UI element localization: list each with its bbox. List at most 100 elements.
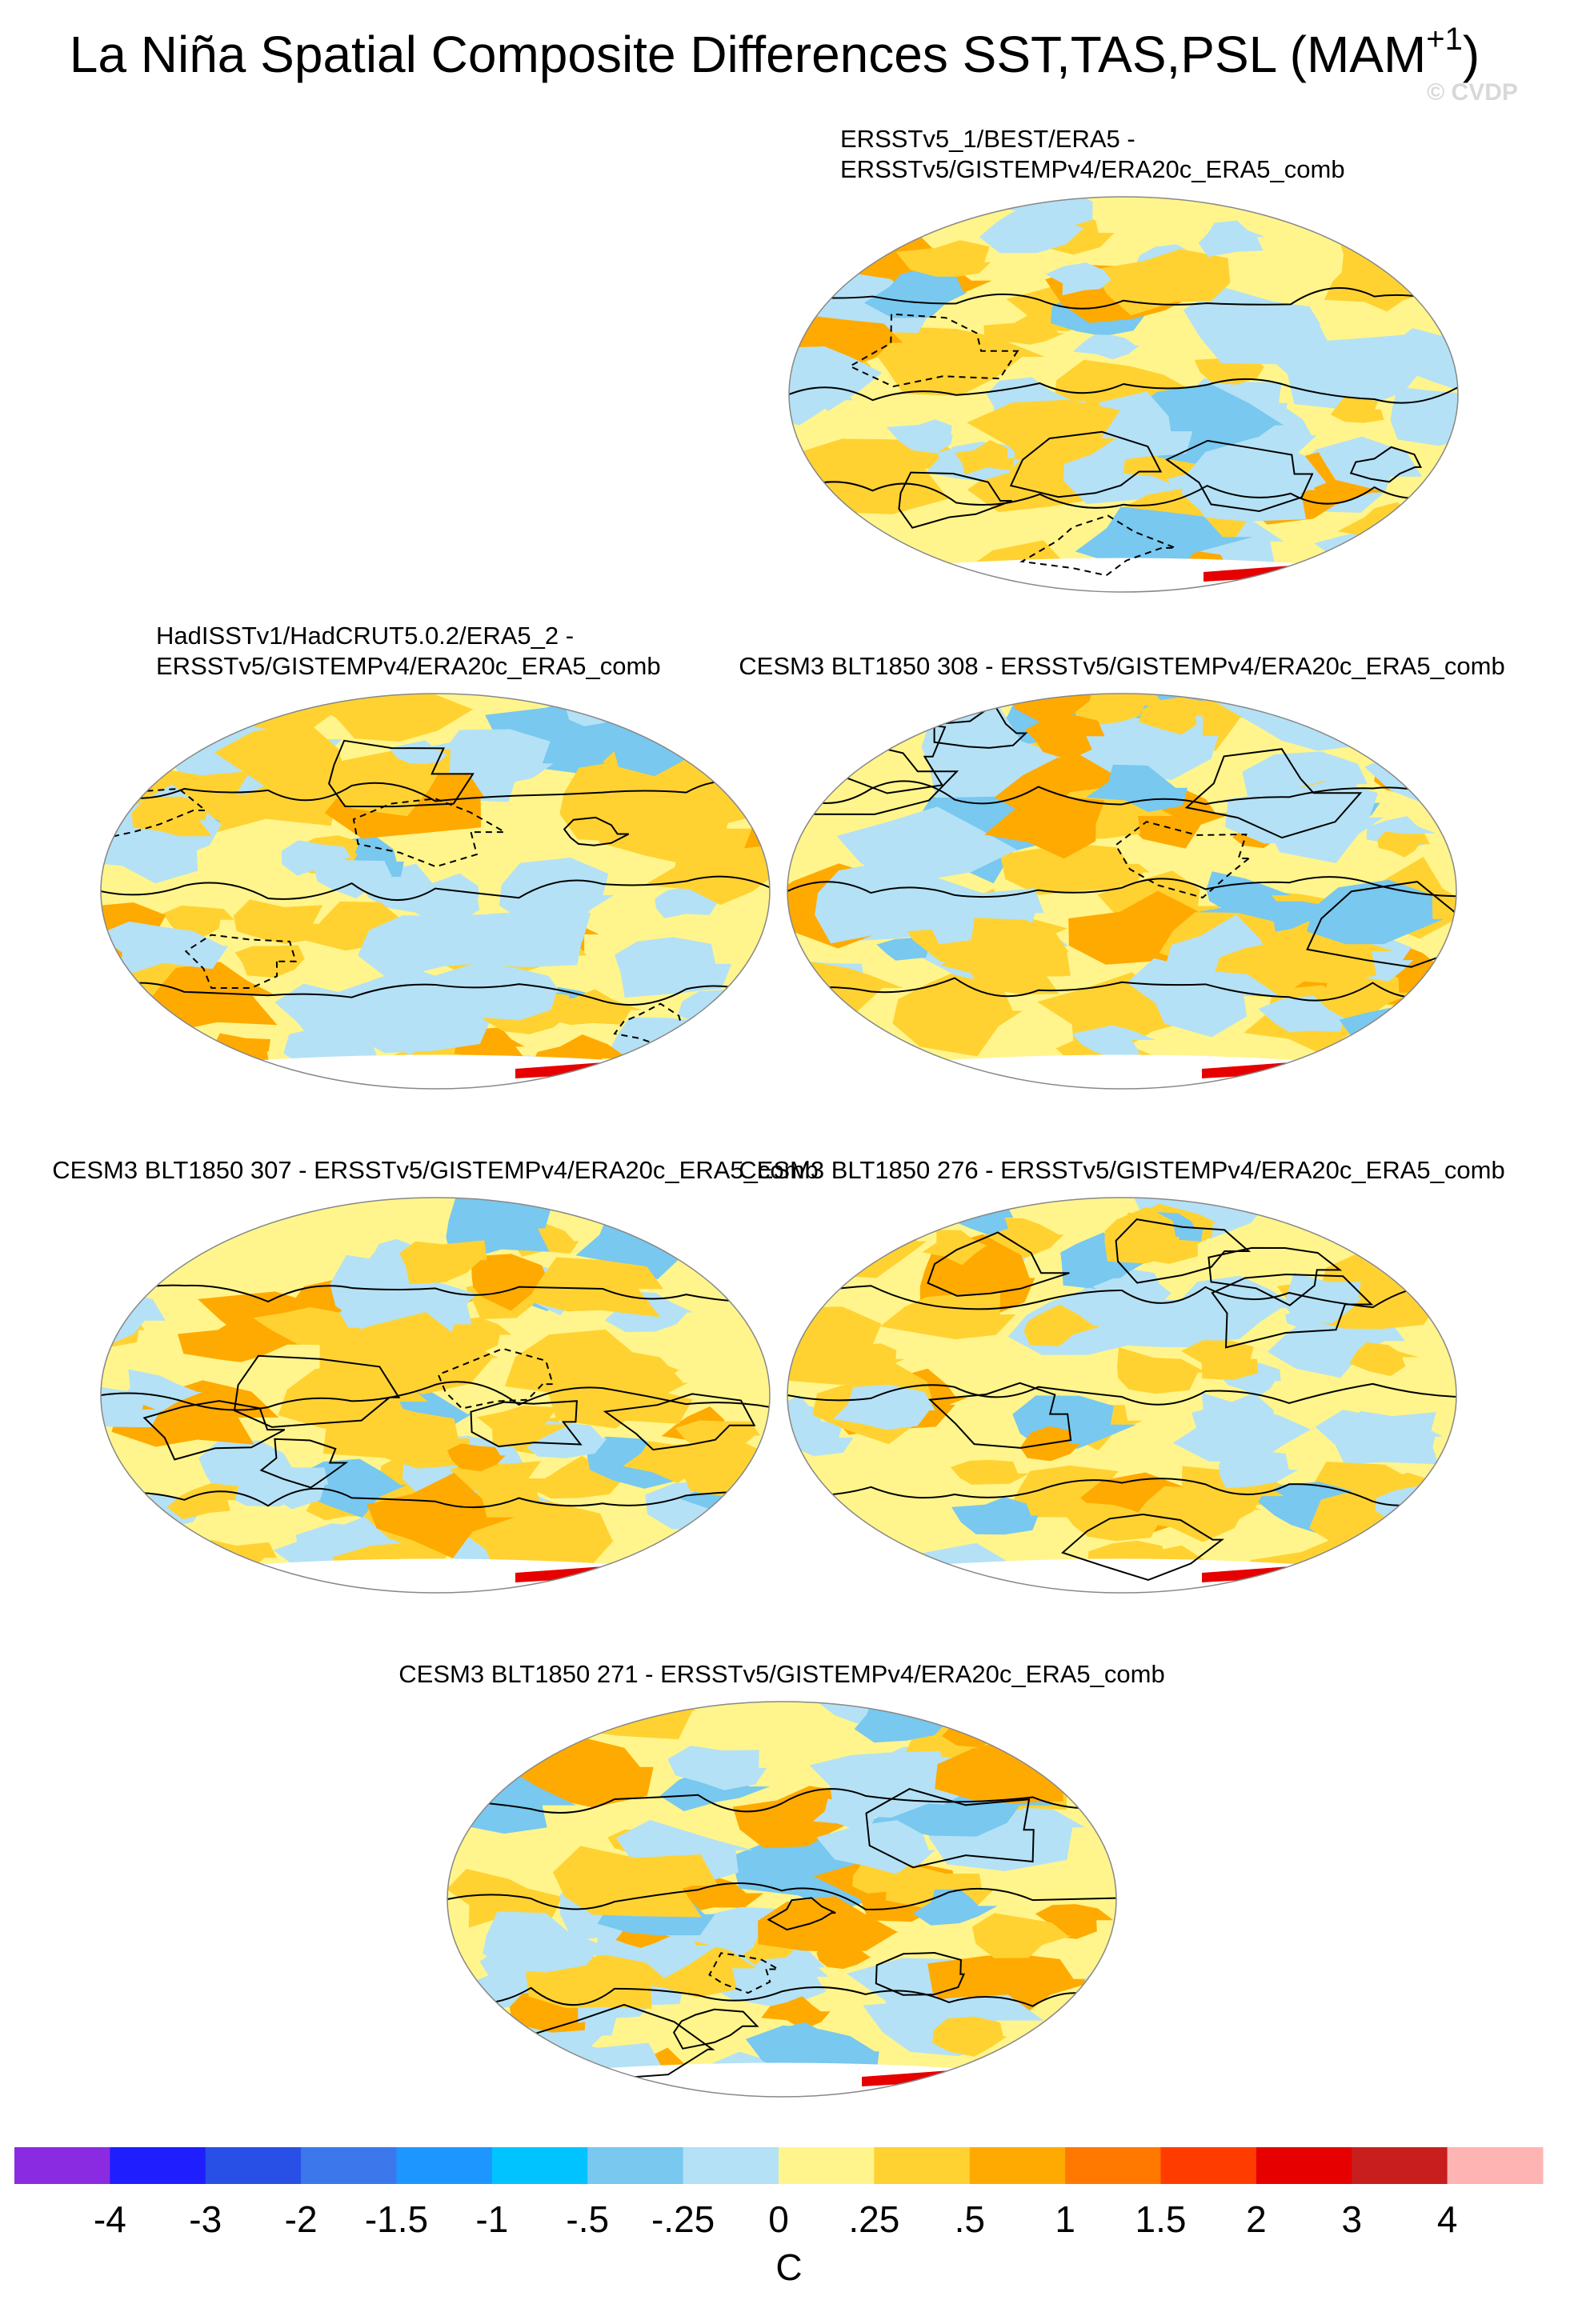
psl-contour [184, 934, 297, 989]
psl-contour [447, 1986, 1116, 2007]
colorbar-box [587, 2147, 684, 2184]
colorbar-box [396, 2147, 493, 2184]
psl-contour [447, 1882, 1116, 1910]
anomaly-patch [614, 1558, 770, 1593]
colorbar-label: .25 [848, 2198, 899, 2240]
psl-contour [1349, 446, 1423, 483]
anomaly-patch [983, 312, 1065, 345]
anomaly-patch [1425, 197, 1458, 231]
anomaly-patch [1127, 958, 1279, 1038]
anomaly-patch [162, 906, 234, 937]
anomaly-patch [320, 749, 451, 817]
psl-contour [787, 1283, 1456, 1310]
anomaly-patch [950, 1459, 1030, 1485]
anomaly-patch [832, 1064, 930, 1089]
psl-contour [1165, 439, 1314, 513]
anomaly-patch [233, 899, 332, 944]
anomaly-patch [1060, 1232, 1155, 1290]
anomaly-patch [499, 858, 615, 931]
colorbar-label: -1.5 [365, 2198, 428, 2240]
anomaly-patch [1141, 742, 1196, 770]
map-panel: CESM3 BLT1850 276 - ERSSTv5/GISTEMPv4/ER… [739, 1156, 1505, 1594]
anomaly-patch [447, 1443, 506, 1472]
colorbar-label: 4 [1437, 2198, 1458, 2240]
map-border [787, 693, 1457, 1090]
psl-contour [101, 1284, 770, 1303]
anomaly-patch [704, 1545, 770, 1593]
anomaly-patch [1139, 697, 1217, 735]
anomaly-patch [1180, 1340, 1259, 1381]
map-panel: CESM3 BLT1850 308 - ERSSTv5/GISTEMPv4/ER… [739, 652, 1505, 1090]
anomaly-patch [866, 326, 1045, 396]
colorbar-box [874, 2147, 971, 2184]
colorbar-label: -2 [285, 2198, 318, 2240]
anomaly-patch [1307, 879, 1444, 945]
anomaly-patch [166, 1483, 239, 1520]
anomaly-patch [836, 806, 1020, 880]
anomaly-patch [1344, 1410, 1444, 1461]
map-panel: ERSSTv5_1/BEST/ERA5 -ERSSTv5/GISTEMPv4/E… [788, 125, 1459, 593]
anomaly-patch [1183, 286, 1335, 365]
anomaly-patch [1359, 526, 1452, 575]
anomaly-patch [447, 1702, 551, 1759]
panel-title: ERSSTv5/GISTEMPv4/ERA20c_ERA5_comb [156, 652, 661, 680]
anomaly-patch [816, 1820, 935, 1874]
colorbar-box [683, 2147, 779, 2184]
antarctica [882, 1558, 1362, 1593]
anomaly-patch [794, 198, 862, 233]
psl-contour [142, 1400, 286, 1461]
psl-contour [101, 1381, 770, 1411]
anomaly-patch [816, 1943, 871, 1970]
map-border [447, 1701, 1117, 2098]
title-main: La Niña Spatial Composite Differences SS… [70, 26, 1427, 83]
colorbar-label: 0 [768, 2198, 789, 2240]
anomaly-patch [967, 399, 1120, 465]
title-superscript: +1 [1426, 22, 1463, 57]
anomaly-patch [1390, 386, 1458, 446]
anomaly-patch [366, 1473, 515, 1558]
psl-contour [563, 816, 630, 846]
antarctica [195, 1558, 675, 1593]
anomaly-patch [761, 1996, 831, 2030]
psl-contour [787, 780, 1456, 806]
colorbar-box [1160, 2147, 1257, 2184]
anomaly-patch [1206, 871, 1292, 922]
anomaly-patch [864, 266, 968, 318]
colorbar-box [301, 2147, 397, 2184]
psl-contour [101, 1487, 770, 1509]
anomaly-patch [553, 1846, 719, 1918]
psl-contour [1306, 881, 1456, 968]
anomaly-patch [300, 694, 475, 742]
colorbar-box [1447, 2147, 1544, 2184]
anomaly-patch [790, 1538, 923, 1593]
anomaly-patch [667, 1746, 767, 1790]
anomaly-patch [588, 777, 765, 855]
anomaly-patch [101, 921, 229, 977]
anomaly-patch [623, 1441, 720, 1483]
psl-contour [352, 798, 508, 868]
colorbar-box [491, 2147, 588, 2184]
anomaly-patch [638, 1046, 727, 1089]
anomaly-patch [131, 796, 212, 837]
anomaly-patch [1179, 1466, 1285, 1526]
antarctica [882, 1054, 1362, 1089]
psl-contour [927, 1231, 1070, 1297]
anomaly-patch [178, 1313, 298, 1362]
psl-contour [848, 313, 1019, 388]
psl-contour [898, 471, 1012, 529]
colorbar-box [110, 2147, 206, 2184]
panel-title: CESM3 BLT1850 308 - ERSSTv5/GISTEMPv4/ER… [739, 652, 1504, 680]
psl-contour [1009, 430, 1163, 498]
anomaly-patch [833, 1384, 935, 1430]
anomaly-patch [101, 694, 205, 750]
anomaly-patch [1184, 1198, 1244, 1211]
anomaly-patch [895, 240, 991, 277]
psl-contour [1208, 1246, 1343, 1306]
anomaly-patch [758, 1896, 899, 1952]
psl-contour [767, 1897, 836, 1931]
anomaly-patch [1104, 1206, 1180, 1264]
psl-contour [787, 876, 1456, 898]
anomaly-patch [1388, 1198, 1446, 1211]
psl-contour [927, 1382, 1072, 1449]
